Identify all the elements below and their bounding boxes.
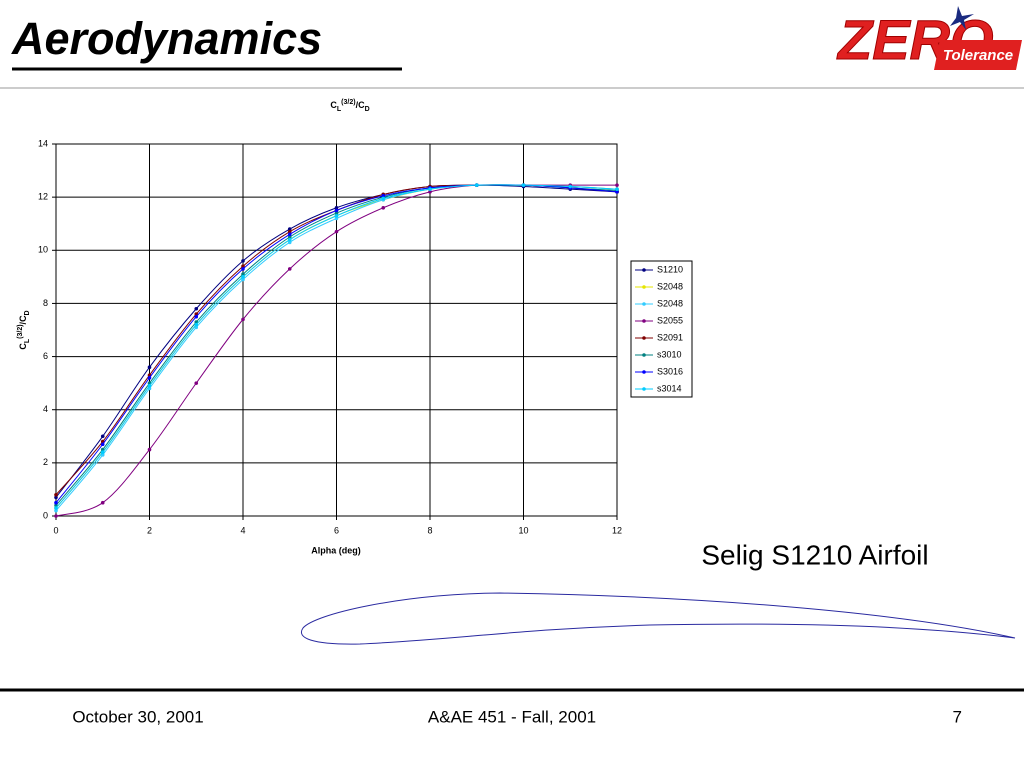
- series-marker: [334, 229, 339, 234]
- series-marker: [194, 306, 199, 311]
- series-marker: [287, 235, 292, 239]
- legend-label: S2091: [657, 332, 683, 342]
- plot-area: 0 2 4 6 8 10 12 14 0 2 4 6 8 10 12 S1210 S2048 S2048 S2055…: [38, 138, 693, 535]
- legend-marker: [642, 353, 646, 357]
- series-marker: [100, 500, 105, 505]
- legend-label: S2048: [657, 281, 683, 291]
- logo-main: ZERO: [836, 8, 994, 71]
- y-tick-label: 0: [43, 510, 48, 520]
- legend-marker: [642, 268, 646, 272]
- series-marker: [287, 267, 292, 271]
- series-marker: [568, 184, 573, 189]
- legend-label: S1210: [657, 264, 683, 274]
- logo-band: [934, 40, 1022, 70]
- series-marker: [194, 381, 199, 385]
- chart-title: CL(3/2)/CD: [330, 99, 369, 113]
- footer-date: October 30, 2001: [72, 707, 203, 726]
- y-tick-label: 6: [43, 351, 48, 361]
- legend-label: s3010: [657, 349, 682, 359]
- legend-box: [630, 260, 693, 398]
- series-marker: [100, 450, 105, 455]
- series-marker: [287, 240, 292, 245]
- series-marker: [147, 447, 152, 452]
- series-marker: [54, 508, 58, 513]
- y-tick-label: 10: [38, 245, 48, 255]
- series-marker: [615, 183, 619, 187]
- legend-marker: [642, 336, 646, 340]
- series-marker: [334, 216, 339, 221]
- legend-marker: [642, 370, 646, 374]
- series-marker: [100, 442, 105, 447]
- x-tick-label: 6: [334, 525, 339, 535]
- legend-marker: [642, 319, 646, 323]
- x-axis-label: Alpha (deg): [311, 545, 361, 555]
- legend-marker: [642, 285, 646, 289]
- x-tick-label: 2: [147, 525, 152, 535]
- series-marker: [100, 434, 105, 439]
- series-marker: [521, 183, 526, 187]
- series-marker: [241, 277, 245, 282]
- series-marker: [241, 272, 245, 277]
- x-tick-label: 10: [518, 525, 528, 535]
- series-marker: [287, 229, 292, 234]
- logo-plane: [950, 6, 974, 30]
- legend-label: S3016: [657, 366, 683, 376]
- y-tick-label: 4: [43, 404, 48, 414]
- y-tick-label: 14: [38, 138, 48, 148]
- x-tick-label: 4: [240, 525, 245, 535]
- series-marker: [147, 376, 152, 380]
- series-marker: [54, 500, 58, 505]
- series-marker: [54, 492, 58, 497]
- series-marker: [54, 506, 58, 510]
- x-tick-label: 8: [427, 525, 432, 535]
- series-marker: [287, 237, 292, 242]
- series-marker: [381, 196, 386, 201]
- airfoil-outline: [301, 592, 1016, 645]
- series-marker: [194, 314, 199, 319]
- series-marker: [334, 213, 339, 218]
- series-marker: [334, 211, 339, 215]
- legend-marker: [642, 387, 646, 391]
- legend-label: S2055: [657, 315, 683, 325]
- series-marker: [334, 205, 339, 210]
- logo-sub: Tolerance: [943, 47, 1013, 64]
- series-marker: [54, 514, 58, 518]
- caption: Selig S1210 Airfoil: [701, 539, 928, 570]
- y-tick-label: 2: [43, 457, 48, 467]
- series-marker: [241, 259, 245, 263]
- series-marker: [474, 183, 479, 187]
- footer-course: A&AE 451 - Fall, 2001: [428, 707, 596, 726]
- series-marker: [241, 267, 245, 271]
- series-marker: [381, 194, 386, 198]
- series-marker: [241, 275, 245, 279]
- series-marker: [147, 384, 152, 388]
- y-tick-label: 12: [38, 192, 48, 202]
- series-marker: [334, 208, 339, 213]
- series-marker: [428, 190, 432, 194]
- series-marker: [194, 322, 199, 327]
- legend-marker: [642, 302, 646, 306]
- heading: Aerodynamics: [11, 13, 322, 64]
- series-marker: [147, 365, 152, 370]
- series-marker: [287, 232, 292, 237]
- series-marker: [241, 317, 245, 322]
- series-marker: [287, 227, 292, 231]
- y-axis-label: CL(3/2)/CD: [17, 310, 31, 349]
- series-marker: [428, 187, 432, 191]
- x-tick-label: 12: [612, 525, 622, 535]
- x-tick-label: 0: [53, 525, 58, 535]
- footer-page: 7: [953, 707, 962, 726]
- series-marker: [54, 495, 58, 500]
- series-marker: [615, 190, 619, 194]
- series-marker: [381, 205, 386, 210]
- y-tick-label: 8: [43, 298, 48, 308]
- series-marker: [241, 264, 245, 269]
- legend-label: s3014: [657, 383, 682, 393]
- series-marker: [615, 187, 619, 191]
- logo: ZERO Tolerance: [836, 6, 1022, 71]
- legend-label: S2048: [657, 298, 683, 308]
